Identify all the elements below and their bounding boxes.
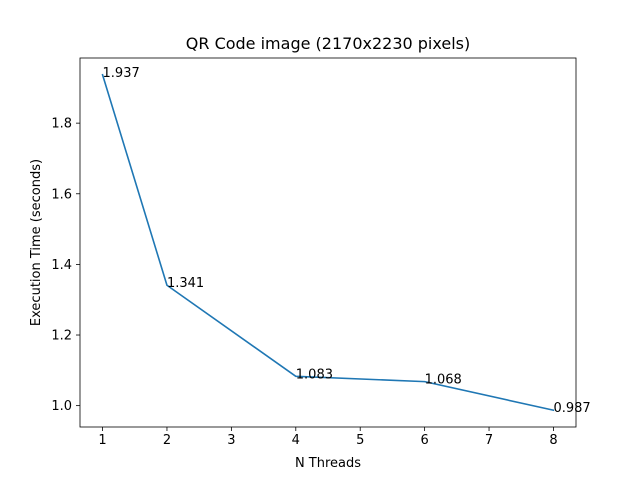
data-labels: 1.937 1.341 1.083 1.068 0.987 [103, 66, 591, 416]
x-tick-label: 5 [356, 433, 364, 448]
x-tick-label: 4 [292, 433, 300, 448]
y-axis: 1.0 1.2 1.4 1.6 1.8 [51, 117, 80, 414]
data-label: 1.937 [103, 66, 140, 81]
y-tick-label: 1.6 [51, 187, 72, 202]
plot-area [80, 58, 576, 427]
x-tick-label: 1 [98, 433, 106, 448]
chart-title: QR Code image (2170x2230 pixels) [186, 34, 470, 53]
x-tick-label: 3 [227, 433, 235, 448]
x-tick-label: 6 [420, 433, 428, 448]
y-axis-title: Execution Time (seconds) [29, 159, 44, 326]
data-label: 1.341 [167, 276, 204, 291]
series-line [101, 73, 555, 412]
x-axis: 1 2 3 4 5 6 7 8 [98, 427, 558, 448]
x-tick-label: 2 [163, 433, 171, 448]
y-tick-label: 1.2 [51, 329, 72, 344]
x-axis-title: N Threads [295, 456, 361, 471]
plot-frame [79, 57, 577, 428]
data-label: 1.068 [425, 373, 462, 388]
y-tick-label: 1.4 [51, 258, 72, 273]
y-tick-label: 1.0 [51, 399, 72, 414]
data-label: 0.987 [553, 401, 590, 416]
x-tick-label: 7 [485, 433, 493, 448]
y-tick-label: 1.8 [51, 117, 72, 132]
x-tick-label: 8 [549, 433, 557, 448]
data-label: 1.083 [296, 367, 333, 382]
